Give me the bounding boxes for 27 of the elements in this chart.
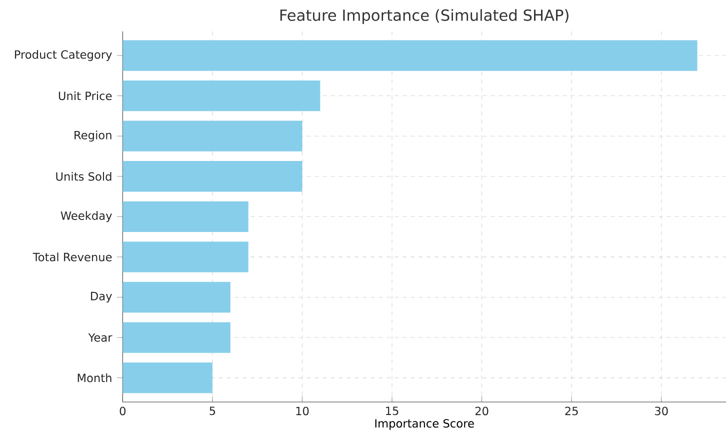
bar <box>122 242 248 272</box>
y-tick-label: Units Sold <box>56 172 112 181</box>
y-tick-label: Unit Price <box>58 91 112 100</box>
y-tick-label: Weekday <box>60 211 112 222</box>
y-tick-label: Year <box>88 333 112 342</box>
y-tick-label: Product Category <box>14 50 112 61</box>
bar <box>122 282 230 313</box>
x-tick-label: 10 <box>296 406 309 416</box>
x-axis-title: Importance Score <box>375 419 474 430</box>
bar <box>122 161 302 192</box>
y-tick-label: Month <box>78 373 112 382</box>
x-tick-label: 30 <box>655 406 668 416</box>
x-tick-label: 0 <box>120 406 126 416</box>
x-tick-label: 5 <box>210 406 216 416</box>
bar <box>122 120 302 152</box>
bar <box>122 322 230 353</box>
chart-title: Feature Importance (Simulated SHAP) <box>280 9 568 24</box>
y-tick-label: Day <box>90 292 112 303</box>
bar <box>122 80 320 112</box>
bar <box>122 362 212 394</box>
x-tick-label: 15 <box>386 406 398 416</box>
x-tick-label: 20 <box>475 406 488 416</box>
y-tick-label: Total Revenue <box>32 252 112 262</box>
bar <box>122 201 248 232</box>
x-tick-label: 25 <box>565 406 578 416</box>
y-tick-label: Region <box>74 130 112 142</box>
bar <box>122 40 698 71</box>
